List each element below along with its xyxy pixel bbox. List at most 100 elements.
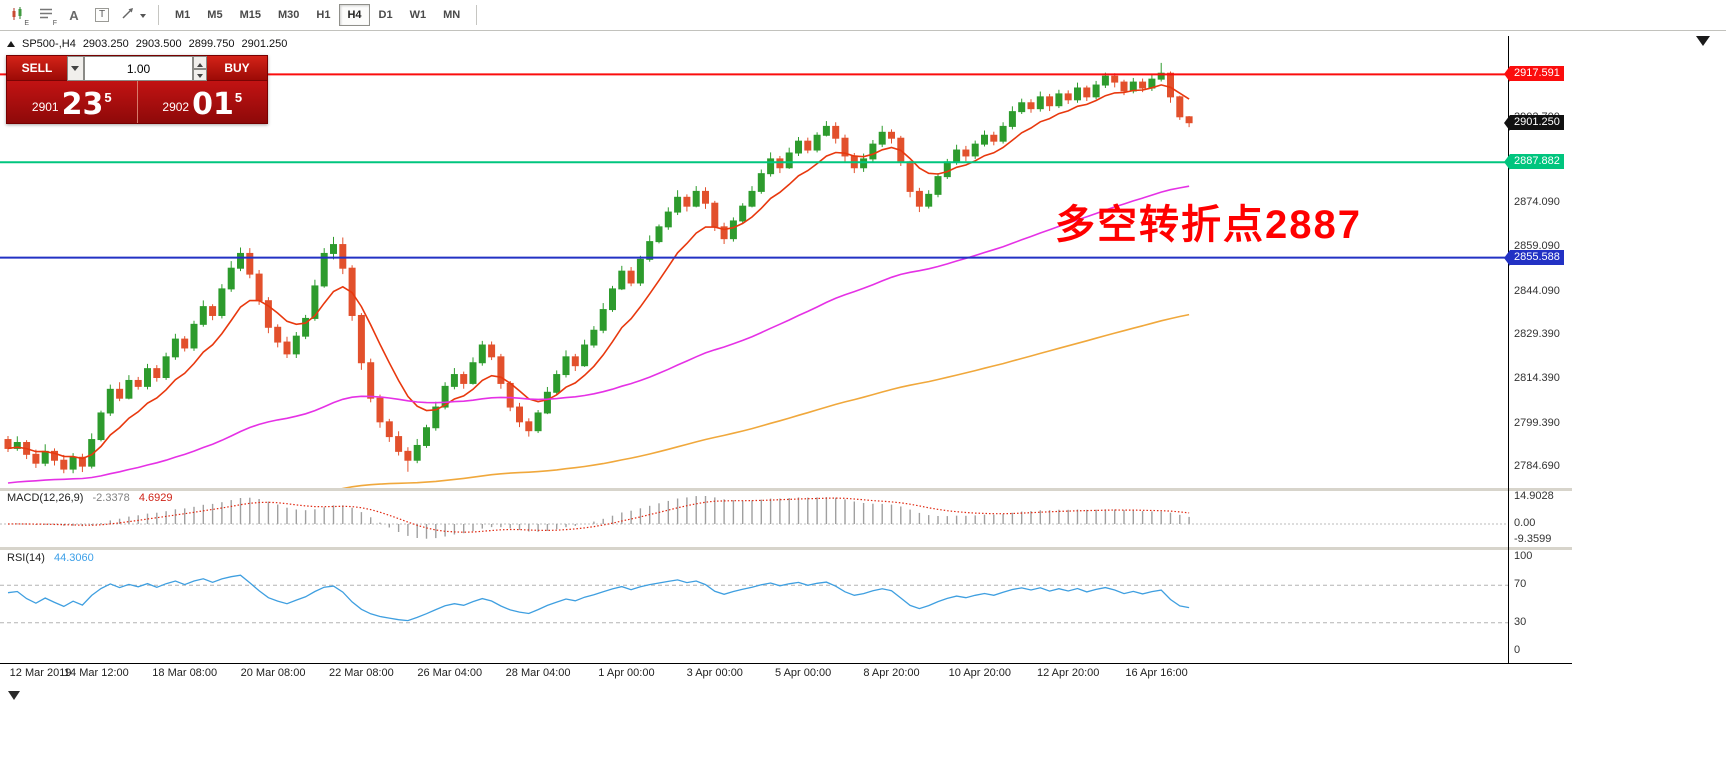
macd-value: -2.3378 bbox=[92, 492, 130, 504]
ohlc-low: 2899.750 bbox=[188, 38, 235, 50]
ohlc-close: 2901.250 bbox=[241, 38, 288, 50]
macd-histogram bbox=[16, 496, 1190, 539]
timeframe-h4[interactable]: H4 bbox=[339, 4, 370, 26]
time-axis-label: 1 Apr 00:00 bbox=[598, 667, 655, 679]
sell-button[interactable]: SELL bbox=[7, 56, 67, 81]
pane-resizer-macd[interactable] bbox=[0, 488, 1572, 491]
timeframe-m30[interactable]: M30 bbox=[270, 4, 307, 26]
price-axis-tick: 2844.090 bbox=[1514, 284, 1560, 297]
ohlc-open: 2903.250 bbox=[82, 38, 129, 50]
macd-name: MACD(12,26,9) bbox=[7, 492, 84, 504]
macd-axis-value: 0.00 bbox=[1514, 517, 1536, 529]
timeframe-d1[interactable]: D1 bbox=[371, 4, 401, 26]
candlestick-chart-icon bbox=[10, 6, 26, 24]
time-axis-label: 12 Mar 2019 bbox=[9, 667, 72, 679]
ask-price-display[interactable]: 2902 01 5 bbox=[138, 81, 268, 123]
time-axis-label: 14 Mar 12:00 bbox=[63, 667, 129, 679]
time-axis-label: 26 Mar 04:00 bbox=[417, 667, 483, 679]
price-axis-label: 2887.882 bbox=[1504, 154, 1564, 171]
timeframe-group: M1 M5 M15 M30 H1 H4 D1 W1 MN bbox=[167, 4, 468, 26]
price-axis-tick: 2874.090 bbox=[1514, 195, 1560, 208]
time-axis-border bbox=[0, 663, 1572, 664]
icon-sub-label-f: F bbox=[52, 20, 57, 27]
rsi-axis-value: 30 bbox=[1514, 615, 1527, 628]
text-tool-icon: T bbox=[94, 8, 110, 22]
time-axis-label: 5 Apr 00:00 bbox=[775, 667, 832, 679]
toolbar-separator bbox=[158, 5, 159, 25]
macd-signal-line bbox=[7, 497, 1190, 533]
ask-main-digits: 01 bbox=[192, 87, 234, 122]
icon-sub-label-e: E bbox=[24, 20, 29, 27]
volume-decrease-button[interactable] bbox=[193, 68, 207, 81]
time-axis-label: 3 Apr 00:00 bbox=[686, 667, 743, 679]
toolbar: E F A T M1 M5 M15 M30 H1 H4 D1 W1 MN bbox=[0, 0, 1726, 31]
bid-main-digits: 23 bbox=[61, 87, 104, 122]
rsi-name: RSI(14) bbox=[7, 552, 45, 564]
one-click-trading-panel: SELL BUY 2901 23 5 2902 01 5 bbox=[6, 55, 268, 124]
price-axis-tick: 2859.090 bbox=[1514, 240, 1560, 253]
volume-input[interactable] bbox=[84, 56, 193, 81]
buy-button[interactable]: BUY bbox=[207, 56, 267, 81]
price-axis-label: 2855.588 bbox=[1504, 249, 1564, 266]
timeframe-m5[interactable]: M5 bbox=[199, 4, 230, 26]
time-axis-label: 22 Mar 08:00 bbox=[328, 667, 394, 679]
volume-dropdown-button[interactable] bbox=[67, 56, 84, 81]
rsi-axis-value: 70 bbox=[1514, 578, 1527, 591]
time-axis-label: 12 Apr 20:00 bbox=[1036, 667, 1100, 679]
time-axis-label: 8 Apr 20:00 bbox=[863, 667, 920, 679]
letter-a-icon: A bbox=[69, 7, 79, 23]
price-axis-tick: 2799.390 bbox=[1514, 416, 1560, 429]
chevron-down-icon bbox=[140, 13, 146, 21]
scroll-marker-icon bbox=[8, 691, 20, 700]
toolbar-separator bbox=[476, 5, 478, 25]
price-axis-tick: 2814.390 bbox=[1514, 372, 1560, 385]
time-axis-label: 16 Apr 16:00 bbox=[1125, 667, 1188, 679]
bid-price-display[interactable]: 2901 23 5 bbox=[7, 81, 138, 123]
rsi-axis-value: 0 bbox=[1514, 644, 1521, 656]
indicator-list-icon bbox=[39, 7, 53, 23]
chart-annotation: 多空转折点2887 bbox=[1055, 203, 1362, 247]
line-tools-button[interactable] bbox=[117, 3, 150, 27]
ohlc-high: 2903.500 bbox=[135, 38, 182, 50]
ma-line-slow bbox=[341, 313, 1190, 488]
bid-prefix: 2901 bbox=[31, 100, 59, 114]
timeframe-m15[interactable]: M15 bbox=[232, 4, 269, 26]
rsi-axis-value: 100 bbox=[1514, 550, 1533, 562]
macd-label: MACD(12,26,9) -2.3378 4.6929 bbox=[7, 492, 173, 504]
macd-axis-value: -9.3599 bbox=[1514, 533, 1552, 545]
symbol-period-label: SP500-,H4 bbox=[22, 38, 76, 50]
annotation-letter-button[interactable]: A bbox=[61, 3, 87, 27]
ma-line-fast bbox=[7, 84, 1190, 460]
macd-signal-value: 4.6929 bbox=[138, 492, 173, 504]
rsi-label: RSI(14) 44.3060 bbox=[7, 552, 94, 564]
pane-resizer-rsi[interactable] bbox=[0, 547, 1572, 550]
timeframe-mn[interactable]: MN bbox=[435, 4, 468, 26]
macd-axis-value: 14.9028 bbox=[1514, 490, 1554, 502]
time-axis-label: 20 Mar 08:00 bbox=[240, 667, 306, 679]
chart-shift-marker[interactable] bbox=[1696, 36, 1710, 46]
time-axis-label: 10 Apr 20:00 bbox=[948, 667, 1012, 679]
timeframe-h1[interactable]: H1 bbox=[308, 4, 338, 26]
price-axis-label: 2901.250 bbox=[1504, 114, 1564, 131]
price-axis-tick: 2784.690 bbox=[1514, 460, 1560, 473]
price-axis-border bbox=[1508, 36, 1509, 663]
rsi-value: 44.3060 bbox=[53, 552, 94, 564]
rsi-line bbox=[7, 574, 1190, 622]
chart-header: SP500-,H4 2903.250 2903.500 2899.750 290… bbox=[7, 38, 294, 50]
volume-increase-button[interactable] bbox=[193, 56, 207, 69]
ask-prefix: 2902 bbox=[162, 100, 190, 114]
chart-type-button[interactable]: E bbox=[5, 3, 31, 27]
timeframe-w1[interactable]: W1 bbox=[402, 4, 435, 26]
ma-line-mid bbox=[7, 185, 1190, 484]
candlesticks bbox=[4, 62, 1193, 474]
text-label-button[interactable]: T bbox=[89, 3, 115, 27]
price-axis-label: 2917.591 bbox=[1504, 66, 1564, 83]
line-tools-icon bbox=[121, 7, 136, 23]
volume-stepper bbox=[193, 56, 207, 81]
indicator-list-button[interactable]: F bbox=[33, 3, 59, 27]
time-axis-label: 18 Mar 08:00 bbox=[152, 667, 218, 679]
timeframe-m1[interactable]: M1 bbox=[167, 4, 198, 26]
collapse-arrow-icon[interactable] bbox=[7, 41, 15, 47]
